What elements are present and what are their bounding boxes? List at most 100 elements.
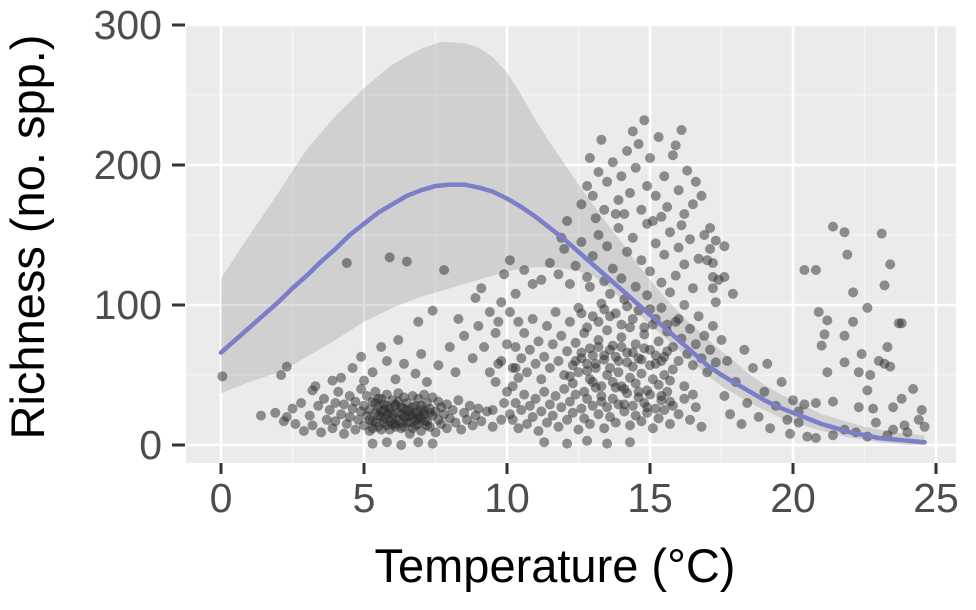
data-point: [584, 281, 595, 292]
data-point: [633, 386, 644, 397]
data-point: [753, 412, 764, 422]
data-point: [642, 181, 653, 191]
data-point: [908, 384, 919, 394]
data-point: [848, 287, 859, 298]
data-point: [582, 358, 593, 369]
data-point: [276, 370, 287, 380]
data-point: [333, 386, 344, 397]
data-point: [587, 190, 598, 201]
data-point: [765, 423, 776, 434]
data-point: [524, 400, 535, 411]
data-point: [421, 377, 432, 387]
data-point: [682, 165, 693, 176]
data-point: [556, 330, 567, 341]
data-point: [444, 342, 455, 352]
data-point: [530, 358, 541, 369]
data-point: [270, 407, 281, 418]
data-point: [828, 221, 838, 232]
data-point: [564, 371, 575, 382]
data-point: [319, 393, 329, 404]
data-point: [473, 321, 484, 331]
data-point: [519, 328, 530, 338]
data-point: [587, 400, 598, 411]
data-point: [298, 426, 309, 436]
data-point: [582, 181, 593, 191]
data-point: [576, 199, 587, 210]
data-point: [665, 375, 675, 386]
x-tick-label: 10: [484, 475, 530, 521]
data-point: [510, 398, 521, 408]
data-point: [799, 265, 810, 275]
data-point: [665, 287, 675, 298]
data-point: [622, 246, 633, 257]
data-point: [719, 241, 730, 252]
data-point: [788, 395, 798, 406]
x-tick-label: 5: [353, 475, 376, 521]
data-point: [719, 391, 730, 401]
data-point: [559, 244, 570, 254]
data-point: [647, 423, 658, 434]
data-point: [496, 356, 507, 366]
data-point: [599, 304, 610, 315]
data-point: [593, 409, 604, 420]
data-point: [630, 281, 641, 292]
data-point: [687, 389, 698, 400]
data-point: [599, 204, 610, 215]
data-point: [888, 424, 899, 435]
data-point: [865, 370, 876, 380]
data-point: [650, 238, 661, 249]
data-point: [410, 368, 421, 379]
data-point: [217, 371, 228, 382]
data-point: [553, 269, 564, 280]
data-point: [433, 360, 444, 371]
data-point: [547, 339, 558, 350]
data-point: [304, 410, 315, 421]
data-point: [619, 209, 630, 219]
data-point: [359, 375, 369, 386]
data-point: [464, 400, 475, 411]
data-point: [416, 400, 427, 411]
data-point: [610, 382, 621, 393]
data-point: [679, 393, 690, 404]
data-point: [376, 424, 387, 435]
data-point: [699, 330, 710, 341]
data-point: [676, 125, 687, 135]
data-point: [484, 307, 495, 317]
data-point: [330, 398, 341, 408]
data-point: [656, 277, 667, 288]
data-point: [507, 381, 518, 392]
data-point: [828, 396, 838, 407]
data-point: [662, 346, 673, 357]
data-point: [564, 316, 575, 327]
data-point: [848, 316, 859, 327]
data-point: [619, 384, 630, 394]
data-point: [459, 330, 470, 341]
data-point: [633, 139, 644, 149]
y-tick-label: 100: [94, 282, 162, 328]
data-point: [748, 363, 758, 373]
data-point: [390, 374, 401, 385]
data-point: [493, 316, 504, 327]
data-point: [584, 153, 595, 163]
data-point: [562, 216, 573, 226]
data-point: [576, 347, 587, 358]
data-point: [610, 209, 621, 219]
data-point: [690, 339, 701, 350]
data-point: [476, 416, 487, 427]
data-point: [376, 342, 387, 352]
data-point: [625, 437, 635, 448]
data-point: [593, 167, 604, 177]
data-point: [645, 266, 655, 277]
data-point: [702, 255, 713, 266]
data-point: [593, 230, 604, 240]
data-point: [341, 258, 352, 268]
x-tick-label: 25: [913, 475, 959, 521]
y-tick-label: 300: [94, 2, 162, 48]
data-point: [616, 273, 627, 284]
data-point: [913, 414, 924, 425]
data-point: [507, 414, 518, 425]
data-point: [450, 417, 461, 428]
data-point: [419, 389, 430, 400]
data-point: [522, 419, 532, 429]
data-point: [367, 423, 378, 434]
